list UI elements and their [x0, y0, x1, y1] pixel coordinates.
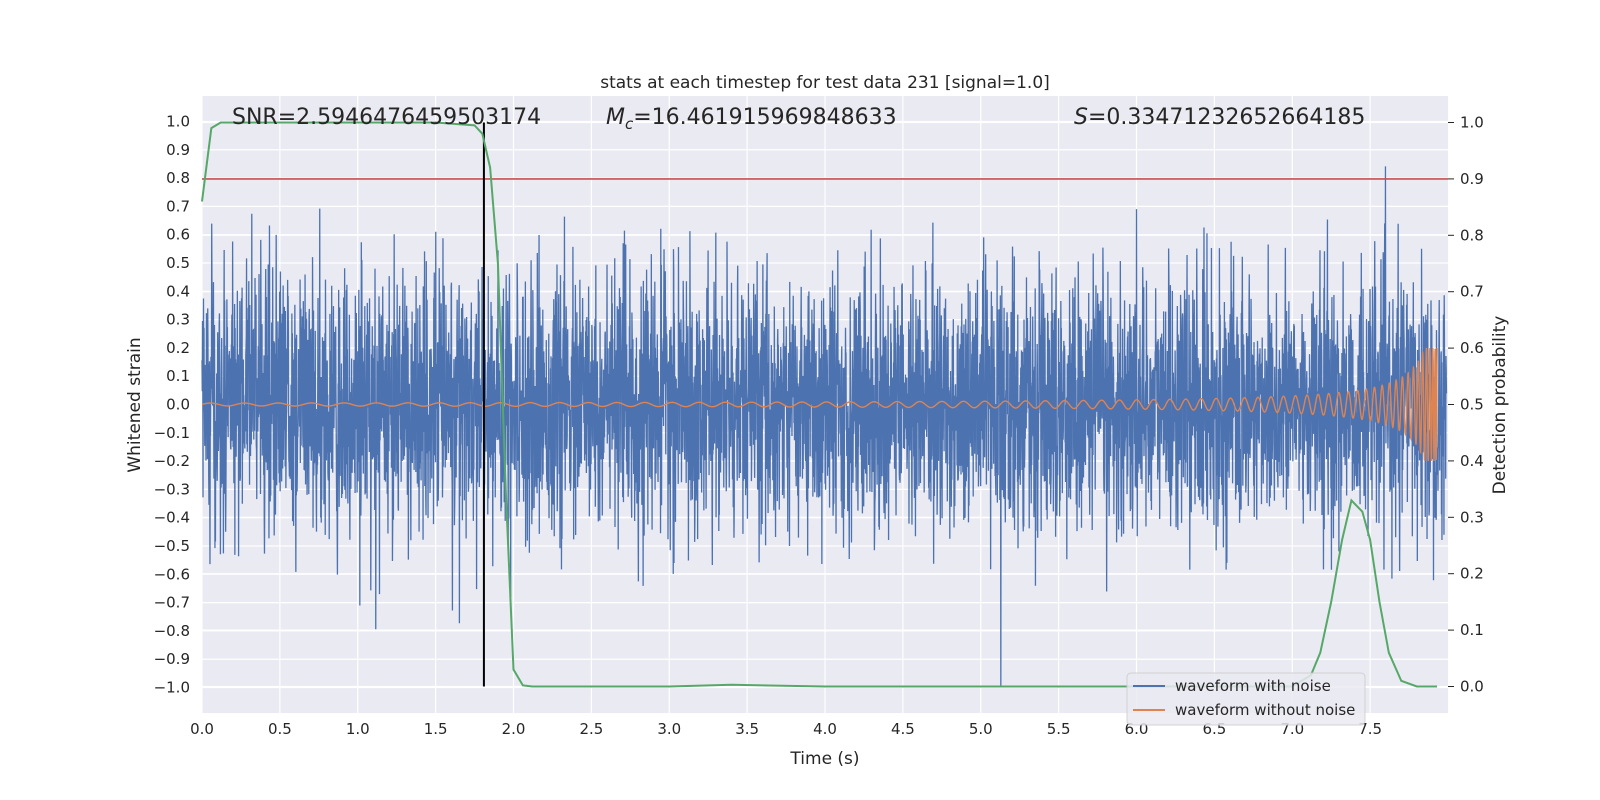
y-tick-label: 0.0	[166, 396, 190, 414]
y2-tick-label: 0.4	[1460, 452, 1484, 470]
legend: waveform with noise waveform without noi…	[1126, 672, 1366, 726]
x-tick-label: 1.5	[424, 720, 448, 738]
y2-tick-label: 0.3	[1460, 508, 1484, 526]
y2-tick-labels: 1.0 0.9 0.8 0.7 0.6 0.5 0.4 0.3 0.2 0.1 0.0	[1448, 114, 1484, 695]
y-tick-label: 0.9	[166, 141, 190, 159]
x-tick-label: 5.0	[969, 720, 993, 738]
chirp-mass-value: =16.461915969848633	[633, 105, 896, 130]
y2-tick-label: 1.0	[1460, 114, 1484, 132]
y2-tick-label: 0.2	[1460, 565, 1484, 583]
x-tick-label: 2.0	[502, 720, 526, 738]
legend-label-noise: waveform with noise	[1175, 677, 1331, 695]
y2-tick-label: 0.6	[1460, 339, 1484, 357]
legend-box	[1126, 672, 1366, 726]
y-tick-label: −0.9	[154, 650, 190, 668]
y2-tick-label: 0.1	[1460, 621, 1484, 639]
chart-title: stats at each timestep for test data 231…	[600, 73, 1050, 93]
annotation-s: S=0.33471232652664185	[1074, 105, 1365, 130]
y-tick-label: −0.3	[154, 480, 190, 498]
chirp-mass-subscript: c	[625, 115, 634, 133]
y2-tick-label: 0.0	[1460, 677, 1484, 695]
y2-tick-label: 0.7	[1460, 283, 1484, 301]
y-tick-label: 0.4	[166, 282, 190, 300]
y-tick-label: −0.2	[154, 452, 190, 470]
y-tick-label: −0.5	[154, 537, 190, 555]
y2-tick-label: 0.5	[1460, 396, 1484, 414]
annotation-chirp-mass: Mc=16.461915969848633	[606, 105, 897, 133]
series-detection-probability	[201, 121, 1438, 688]
y2-axis-label: Detection probability	[1490, 316, 1510, 495]
series-waveform-without-noise	[201, 347, 1438, 462]
x-tick-label: 3.5	[735, 720, 759, 738]
y-axis-label: Whitened strain	[125, 337, 145, 472]
x-tick-label: 4.0	[813, 720, 837, 738]
x-tick-label: 2.5	[579, 720, 603, 738]
y-tick-label: 0.3	[166, 311, 190, 329]
chirp-mass-symbol: M	[606, 105, 625, 130]
clean-path	[201, 347, 1438, 462]
x-tick-label: 4.5	[891, 720, 915, 738]
y-tick-label: 0.1	[166, 367, 190, 385]
y-tick-label: −0.6	[154, 565, 190, 583]
y-tick-label: 0.8	[166, 169, 190, 187]
x-tick-label: 7.5	[1358, 720, 1382, 738]
x-tick-label: 1.0	[346, 720, 370, 738]
legend-label-clean: waveform without noise	[1175, 701, 1355, 719]
y-tick-label: −0.1	[154, 424, 190, 442]
probability-path	[201, 121, 1438, 688]
x-tick-label: 5.5	[1047, 720, 1071, 738]
x-tick-label: 3.0	[657, 720, 681, 738]
y-tick-label: 1.0	[166, 112, 190, 130]
y-tick-label: −0.7	[154, 594, 190, 612]
y-tick-label: −0.8	[154, 622, 190, 640]
series-waveform-with-noise	[201, 166, 1448, 688]
noise-path	[201, 166, 1448, 688]
y-tick-label: 0.5	[166, 254, 190, 272]
s-value: =0.33471232652664185	[1088, 105, 1365, 130]
y2-tick-label: 0.8	[1460, 226, 1484, 244]
s-symbol: S	[1074, 105, 1088, 130]
y-tick-label: −0.4	[154, 509, 190, 527]
x-axis-label: Time (s)	[789, 749, 859, 769]
y-tick-label: 0.7	[166, 197, 190, 215]
x-tick-label: 0.0	[190, 720, 214, 738]
y-tick-label: 0.2	[166, 339, 190, 357]
annotation-snr: SNR=2.5946476459503174	[232, 105, 541, 130]
y-tick-label: 0.6	[166, 226, 190, 244]
x-tick-label: 0.5	[268, 720, 292, 738]
y-tick-labels: 1.0 0.9 0.8 0.7 0.6 0.5 0.4 0.3 0.2 0.1 0.0 −0.1 −0.…	[154, 112, 190, 696]
y2-tick-label: 0.9	[1460, 170, 1484, 188]
y-tick-label: −1.0	[154, 679, 190, 697]
